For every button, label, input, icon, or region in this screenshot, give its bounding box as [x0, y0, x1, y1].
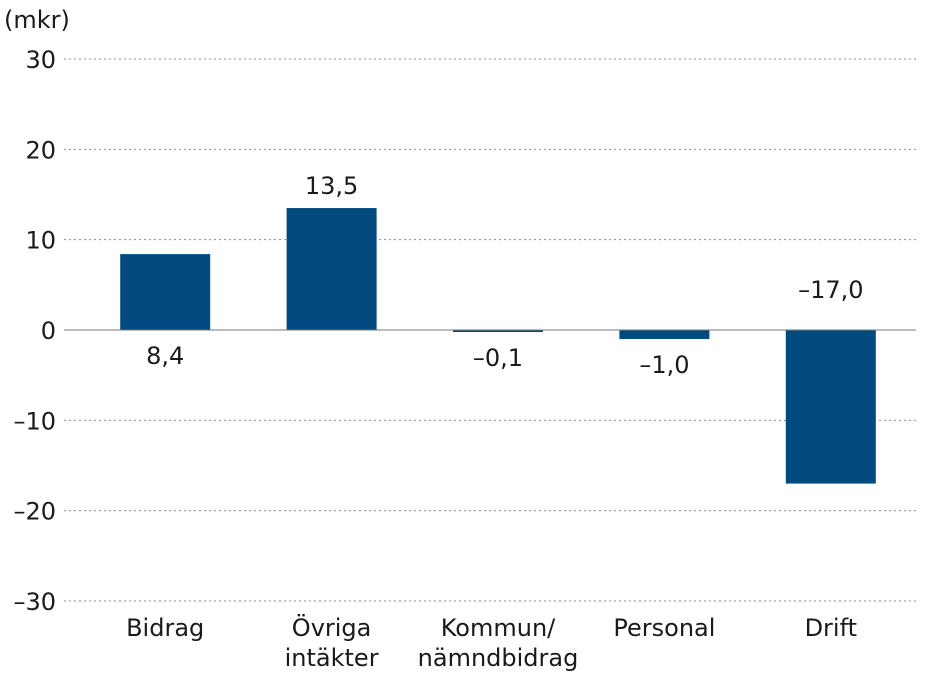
category-label: Bidrag [126, 614, 204, 642]
data-label: –17,0 [798, 276, 863, 304]
gridlines [64, 58, 916, 602]
bar [785, 330, 876, 484]
category-label: Övriga [292, 613, 372, 642]
data-labels: 8,4 13,5 –0,1 –1,0 –17,0 [146, 172, 863, 379]
y-tick-label: –30 [13, 588, 56, 616]
data-label: –0,1 [473, 344, 523, 372]
bar [453, 330, 543, 332]
y-tick-label: 30 [25, 46, 56, 74]
y-tick-label: 20 [25, 136, 56, 164]
unit-label: (mkr) [4, 6, 70, 34]
y-axis-ticks: 30 20 10 0 –10 –20 –30 [13, 46, 56, 616]
category-label: intäkter [285, 644, 379, 672]
data-label: –1,0 [639, 351, 689, 379]
bars [120, 208, 876, 484]
y-tick-label: 10 [25, 227, 56, 255]
data-label: 13,5 [305, 172, 358, 200]
bar [619, 330, 710, 340]
category-label: Drift [805, 614, 857, 642]
category-label: nämndbidrag [418, 644, 579, 672]
y-tick-label: –20 [13, 498, 56, 526]
category-label: Kommun/ [441, 614, 556, 642]
category-label: Personal [613, 614, 715, 642]
y-tick-label: 0 [41, 317, 56, 345]
y-tick-label: –10 [13, 407, 56, 435]
bar [286, 208, 377, 330]
data-label: 8,4 [146, 342, 184, 370]
bar [120, 254, 211, 330]
